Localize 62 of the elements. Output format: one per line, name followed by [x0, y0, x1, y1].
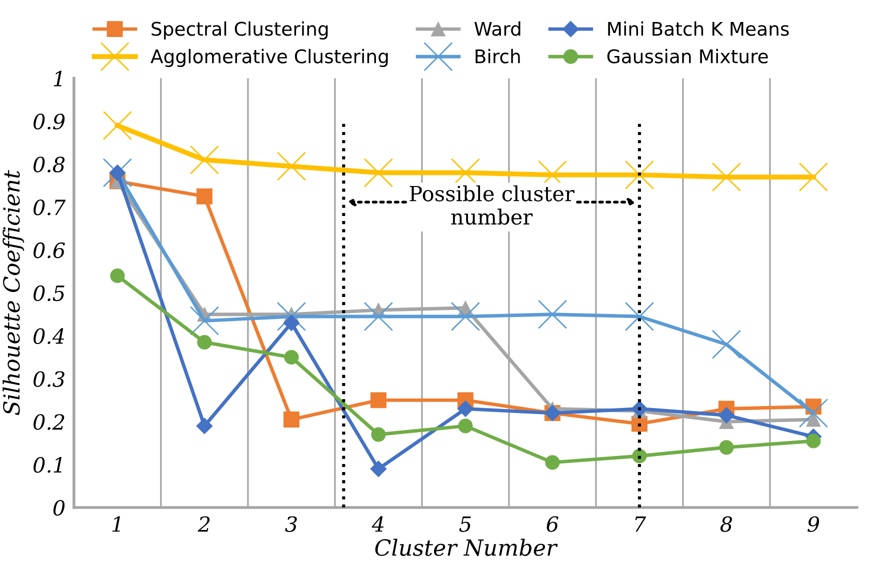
point [364, 302, 394, 332]
y-tick-label: 0 [53, 500, 65, 516]
point [109, 164, 126, 181]
point [190, 306, 220, 336]
point [719, 440, 734, 455]
point [371, 427, 386, 442]
point [712, 330, 742, 359]
point [276, 152, 306, 181]
x-tick-label: 5 [459, 516, 471, 532]
legend-label: Birch [476, 48, 520, 64]
point [624, 160, 654, 190]
point [102, 110, 132, 140]
legend-label: Agglomerative Clustering [150, 48, 388, 68]
point [631, 400, 648, 417]
point [197, 334, 212, 350]
legend-label: Spectral Clustering [152, 21, 328, 40]
point [624, 302, 654, 332]
point [538, 300, 568, 329]
annotation: Possible cluster number [410, 185, 574, 225]
x-axis-title: Cluster Number [375, 538, 558, 556]
x-tick-label: 9 [808, 516, 820, 532]
point [284, 350, 299, 365]
point [190, 145, 220, 174]
y-tick-label: 0.9 [34, 114, 65, 130]
point [798, 162, 828, 192]
point [364, 158, 394, 188]
y-tick-label: 1 [54, 70, 62, 86]
x-tick-label: 7 [635, 516, 646, 532]
point [283, 314, 300, 332]
point [458, 418, 473, 434]
point [110, 268, 125, 284]
legend-label: Gaussian Mixture [607, 48, 768, 64]
legend-label: Mini Batch K Means [608, 21, 789, 36]
point [196, 418, 213, 434]
legend-label: Ward [474, 21, 520, 36]
y-tick-label: 0.4 [34, 328, 64, 344]
point [545, 455, 560, 470]
y-axis-title: Silhouette Coefficient [2, 170, 24, 416]
point [457, 400, 474, 417]
x-tick-label: 2 [198, 516, 210, 532]
y-tick-label: 0.1 [34, 457, 62, 473]
x-tick-label: 3 [285, 516, 297, 532]
point [370, 460, 387, 478]
y-tick-label: 0.2 [34, 414, 64, 430]
point [632, 448, 647, 464]
point [798, 398, 828, 428]
y-tick-label: 0.5 [34, 285, 64, 302]
x-tick-label: 8 [720, 516, 732, 532]
point [370, 392, 386, 408]
y-tick-label: 0.8 [34, 156, 65, 172]
point [712, 162, 742, 192]
y-tick-label: 0.6 [34, 242, 65, 258]
point [196, 188, 212, 204]
point [450, 302, 480, 332]
y-tick-label: 0.3 [34, 371, 64, 387]
point [806, 434, 821, 448]
x-tick-label: 4 [372, 516, 384, 532]
point [718, 407, 735, 424]
point [283, 412, 300, 428]
y-tick-label: 0.7 [34, 200, 66, 216]
x-tick-label: 6 [546, 516, 558, 532]
x-tick-label: 1 [112, 516, 120, 532]
